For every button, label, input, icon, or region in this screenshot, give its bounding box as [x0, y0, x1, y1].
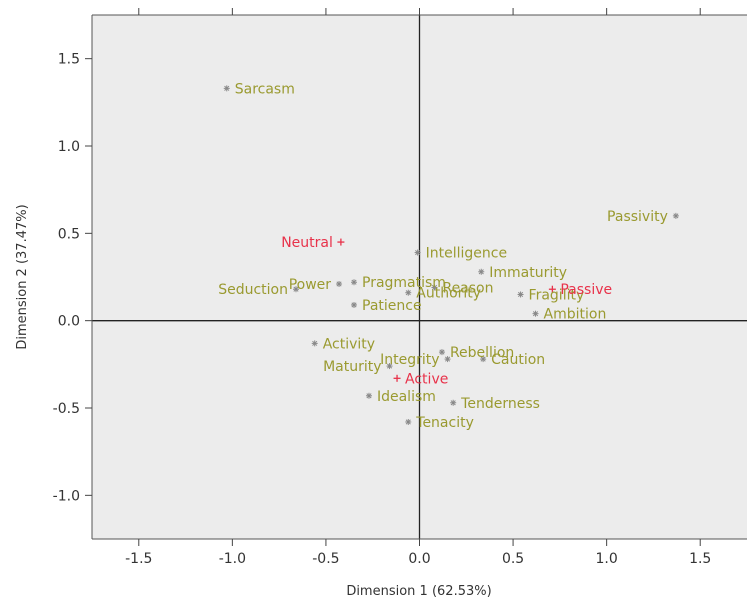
x-tick-label: -1.0 [219, 551, 246, 567]
data-labels: Sarcasm Passivity Intelligence Pragmatism Im… [218, 81, 668, 431]
x-axis-ticks: -1.5 -1.0 -0.5 0.0 0.5 1.0 1.5 [125, 8, 711, 567]
point-marker [431, 284, 438, 291]
point-marker [351, 301, 357, 308]
point-label: Integrity [380, 352, 439, 368]
y-tick-label: 0.0 [58, 314, 80, 330]
point-marker [365, 392, 372, 399]
y-axis-title: Dimension 2 (37.47%) [15, 204, 30, 349]
point-label: Passivity [607, 209, 668, 225]
point-marker [450, 399, 457, 406]
point-label: Passive [560, 282, 612, 298]
point-marker [311, 340, 318, 347]
point-marker [438, 349, 445, 356]
point-marker [292, 286, 299, 293]
point-label: Caution [491, 352, 545, 368]
y-tick-label: -0.5 [53, 401, 80, 417]
point-marker [405, 418, 412, 425]
point-label: Fragility [529, 287, 585, 303]
point-label: Active [405, 371, 448, 387]
category-marker [548, 285, 556, 293]
reference-lines [92, 15, 747, 539]
point-label: Intelligence [426, 246, 507, 262]
point-label: Idealism [377, 389, 436, 405]
point-marker [405, 289, 412, 296]
point-marker [517, 291, 524, 298]
x-tick-label: -1.5 [125, 551, 152, 567]
point-label: Seduction [218, 282, 288, 298]
point-label: Ambition [544, 307, 607, 323]
data-points [223, 85, 679, 425]
point-label: Power [289, 277, 332, 293]
point-label: Activity [323, 336, 375, 352]
x-tick-label: 0.0 [408, 551, 430, 567]
point-label: Pragmatism [362, 275, 446, 291]
point-marker [351, 279, 357, 286]
point-label: Reason [442, 280, 493, 296]
point-label: Immaturity [489, 265, 567, 281]
point-label: Neutral [281, 235, 333, 251]
point-marker [223, 85, 230, 92]
x-tick-label: 1.0 [596, 551, 618, 567]
point-marker [480, 356, 487, 363]
point-label: Rebellion [450, 345, 514, 361]
point-label: Authority [416, 286, 481, 302]
x-axis-title: Dimension 1 (62.53%) [346, 584, 491, 599]
category-marker [337, 238, 345, 246]
point-marker [386, 363, 393, 370]
point-marker [478, 268, 485, 275]
point-marker [444, 356, 451, 363]
y-tick-label: -1.0 [53, 488, 80, 504]
point-label: Sarcasm [235, 81, 295, 97]
point-label: Patience [362, 298, 422, 314]
y-tick-label: 1.5 [58, 52, 80, 68]
y-tick-label: 0.5 [58, 226, 80, 242]
point-label: Tenacity [415, 415, 474, 431]
category-marker [393, 374, 401, 382]
point-marker [672, 212, 679, 219]
x-tick-label: 1.5 [689, 551, 711, 567]
point-marker [414, 249, 421, 256]
x-tick-label: 0.5 [502, 551, 524, 567]
y-tick-label: 1.0 [58, 139, 80, 155]
x-tick-label: -0.5 [312, 551, 339, 567]
point-marker [336, 280, 343, 287]
point-label: Maturity [323, 359, 381, 375]
point-label: Tenderness [460, 396, 540, 412]
y-axis-ticks: -1.0 -0.5 0.0 0.5 1.0 1.5 [53, 52, 92, 504]
point-marker [532, 310, 539, 317]
